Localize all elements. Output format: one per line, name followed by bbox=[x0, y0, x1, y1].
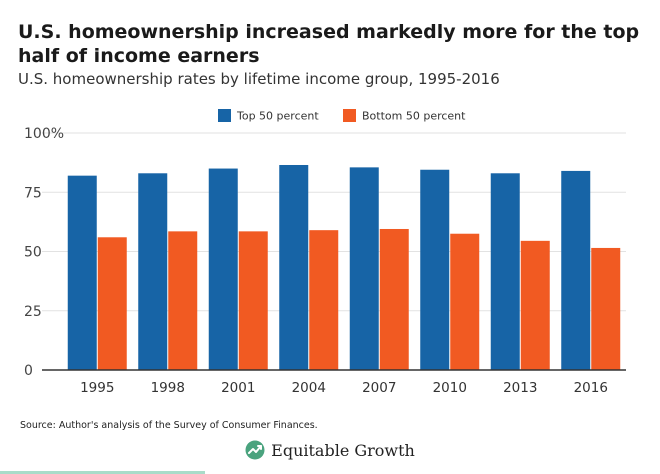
legend-top50-label: Top 50 percent bbox=[236, 110, 319, 123]
bar-top50 bbox=[208, 168, 238, 370]
x-tick-label: 2016 bbox=[574, 380, 608, 396]
bar-chart: 0 25 50 75 100% 1995 1998 2001 2004 2007 2010 2013 2… bbox=[24, 109, 626, 396]
bar-top50 bbox=[490, 173, 520, 370]
x-tick-label: 2001 bbox=[221, 380, 255, 396]
y-tick-label: 50 bbox=[24, 245, 42, 261]
brand-footer: Equitable Growth bbox=[0, 440, 660, 460]
y-tick-label: 25 bbox=[24, 304, 42, 320]
bar-bottom50 bbox=[309, 230, 339, 370]
equitable-growth-logo-icon bbox=[245, 440, 265, 460]
bar-top50 bbox=[279, 164, 309, 370]
brand-name: Equitable Growth bbox=[271, 440, 415, 460]
y-tick-label: 75 bbox=[24, 185, 42, 201]
y-tick-label: 100% bbox=[24, 126, 64, 142]
x-tick-label: 1995 bbox=[80, 380, 114, 396]
legend-bottom50-swatch bbox=[343, 109, 356, 122]
bar-bottom50 bbox=[379, 228, 409, 370]
bar-top50 bbox=[420, 169, 450, 370]
bar-top50 bbox=[561, 170, 591, 370]
bar-top50 bbox=[349, 167, 379, 370]
bar-bottom50 bbox=[168, 231, 198, 370]
x-tick-label: 1998 bbox=[151, 380, 185, 396]
bar-bottom50 bbox=[97, 237, 127, 370]
footer-accent-strip bbox=[0, 471, 205, 474]
chart-subtitle: U.S. homeownership rates by lifetime inc… bbox=[18, 70, 500, 88]
bar-bottom50 bbox=[450, 233, 480, 370]
source-note: Source: Author's analysis of the Survey … bbox=[20, 420, 318, 431]
legend-bottom50-label: Bottom 50 percent bbox=[362, 110, 466, 123]
chart-title: U.S. homeownership increased markedly mo… bbox=[18, 21, 640, 67]
y-tick-label: 0 bbox=[24, 363, 33, 379]
bar-bottom50 bbox=[238, 231, 268, 370]
legend-top50-swatch bbox=[218, 109, 231, 122]
x-tick-label: 2010 bbox=[433, 380, 467, 396]
bar-bottom50 bbox=[591, 247, 621, 370]
x-tick-label: 2007 bbox=[362, 380, 396, 396]
bar-top50 bbox=[67, 175, 97, 370]
x-tick-label: 2004 bbox=[292, 380, 326, 396]
x-tick-label: 2013 bbox=[503, 380, 537, 396]
bar-top50 bbox=[138, 173, 168, 370]
bar-bottom50 bbox=[520, 240, 550, 370]
